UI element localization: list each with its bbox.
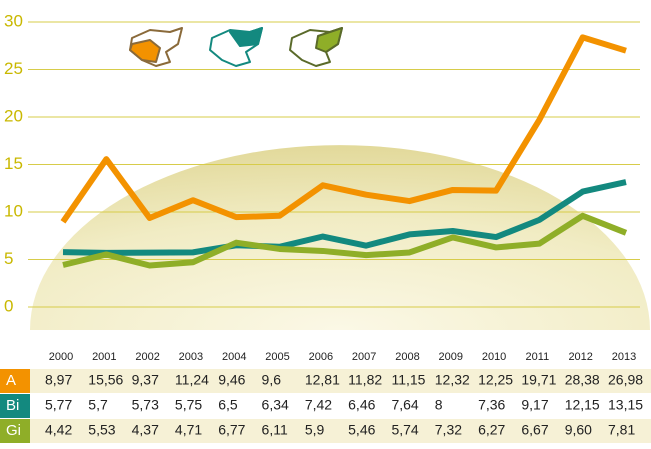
year-header: 2013 <box>612 351 636 363</box>
y-tick-label: 0 <box>4 296 13 315</box>
table-cell: 5,7 <box>88 397 108 413</box>
table-cell: 4,37 <box>132 422 159 438</box>
table-cell: 11,82 <box>348 372 382 388</box>
table-cell: 5,75 <box>175 397 202 413</box>
table-cell: 9,17 <box>521 397 548 413</box>
table-cell: 4,42 <box>45 422 72 438</box>
y-tick-label: 5 <box>4 249 13 268</box>
table-cell: 5,53 <box>88 422 115 438</box>
series-line <box>62 212 628 269</box>
row-label: Gi <box>6 422 21 439</box>
row-label-cell <box>0 419 30 443</box>
table-cell: 7,42 <box>305 397 332 413</box>
table-cell: 19,71 <box>521 372 556 388</box>
table-cell: 4,71 <box>175 422 202 438</box>
table-cell: 5,73 <box>132 397 159 413</box>
table-cell: 6,67 <box>521 422 548 438</box>
y-tick-label: 10 <box>4 201 23 220</box>
year-header: 2003 <box>179 351 203 363</box>
table-cell: 7,36 <box>478 397 505 413</box>
year-header: 2011 <box>526 351 550 363</box>
series-line <box>62 179 627 256</box>
year-header: 2006 <box>309 351 333 363</box>
table-cell: 6,11 <box>262 422 288 438</box>
year-header: 2004 <box>222 351 246 363</box>
table-cell: 6,5 <box>218 397 238 413</box>
table-cell: 28,38 <box>565 372 600 388</box>
year-header: 2010 <box>482 351 506 363</box>
year-header: 2008 <box>395 351 419 363</box>
table-cell: 5,46 <box>348 422 375 438</box>
y-tick-label: 25 <box>4 59 23 78</box>
table-cell: 7,64 <box>391 397 418 413</box>
table-cell: 12,81 <box>305 372 340 388</box>
row-label: A <box>6 372 16 389</box>
table-cell: 7,81 <box>608 422 635 438</box>
table-cell: 8,97 <box>45 372 72 388</box>
table-cell: 5,77 <box>45 397 72 413</box>
table-cell: 5,74 <box>391 422 418 438</box>
table-cell: 9,37 <box>132 372 159 388</box>
table-cell: 15,56 <box>88 372 123 388</box>
series-line <box>60 34 627 224</box>
row-label: Bi <box>6 397 19 414</box>
table-cell: 8 <box>435 397 443 413</box>
table-row <box>0 394 651 418</box>
year-header: 2007 <box>352 351 376 363</box>
table-row <box>0 369 651 393</box>
y-tick-label: 30 <box>4 11 23 30</box>
year-header: 2001 <box>92 351 116 363</box>
table-cell: 7,32 <box>435 422 462 438</box>
table-cell: 13,15 <box>608 397 643 413</box>
table-cell: 12,25 <box>478 372 513 388</box>
year-header: 2005 <box>265 351 289 363</box>
y-tick-label: 20 <box>4 106 23 125</box>
table-cell: 9,6 <box>262 372 282 388</box>
row-label-cell <box>0 394 30 418</box>
table-cell: 5,9 <box>305 422 325 438</box>
map-icons <box>129 27 343 67</box>
table-cell: 12,15 <box>565 397 600 413</box>
table-cell: 26,98 <box>608 372 643 388</box>
row-label-cell <box>0 369 30 393</box>
table-cell: 6,46 <box>348 397 375 413</box>
table-row <box>0 419 651 443</box>
year-header: 2000 <box>49 351 73 363</box>
table-cell: 12,32 <box>435 372 470 388</box>
table-cell: 6,34 <box>262 397 289 413</box>
table-cell: 6,77 <box>218 422 245 438</box>
year-header: 2009 <box>439 351 463 363</box>
table-cell: 6,27 <box>478 422 505 438</box>
year-header: 2012 <box>568 351 592 363</box>
table-cell: 11,15 <box>391 372 425 388</box>
y-tick-label: 15 <box>4 154 23 173</box>
year-header: 2002 <box>135 351 159 363</box>
table-cell: 9,60 <box>565 422 592 438</box>
table-cell: 9,46 <box>218 372 245 388</box>
table-cell: 11,24 <box>175 372 209 388</box>
